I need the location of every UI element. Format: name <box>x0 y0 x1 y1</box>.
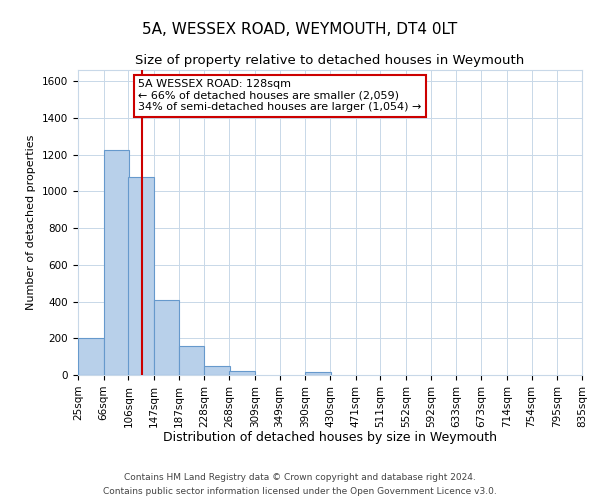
Bar <box>179 346 205 375</box>
Bar <box>205 366 230 375</box>
Text: 5A, WESSEX ROAD, WEYMOUTH, DT4 0LT: 5A, WESSEX ROAD, WEYMOUTH, DT4 0LT <box>142 22 458 38</box>
Text: 5A WESSEX ROAD: 128sqm
← 66% of detached houses are smaller (2,059)
34% of semi-: 5A WESSEX ROAD: 128sqm ← 66% of detached… <box>139 79 422 112</box>
Text: Contains public sector information licensed under the Open Government Licence v3: Contains public sector information licen… <box>103 486 497 496</box>
Bar <box>78 338 104 375</box>
Y-axis label: Number of detached properties: Number of detached properties <box>26 135 37 310</box>
Title: Size of property relative to detached houses in Weymouth: Size of property relative to detached ho… <box>136 54 524 68</box>
Bar <box>104 150 129 375</box>
X-axis label: Distribution of detached houses by size in Weymouth: Distribution of detached houses by size … <box>163 431 497 444</box>
Bar <box>128 178 154 375</box>
Bar <box>154 300 179 375</box>
Bar <box>229 372 255 375</box>
Text: Contains HM Land Registry data © Crown copyright and database right 2024.: Contains HM Land Registry data © Crown c… <box>124 473 476 482</box>
Bar <box>305 372 331 375</box>
